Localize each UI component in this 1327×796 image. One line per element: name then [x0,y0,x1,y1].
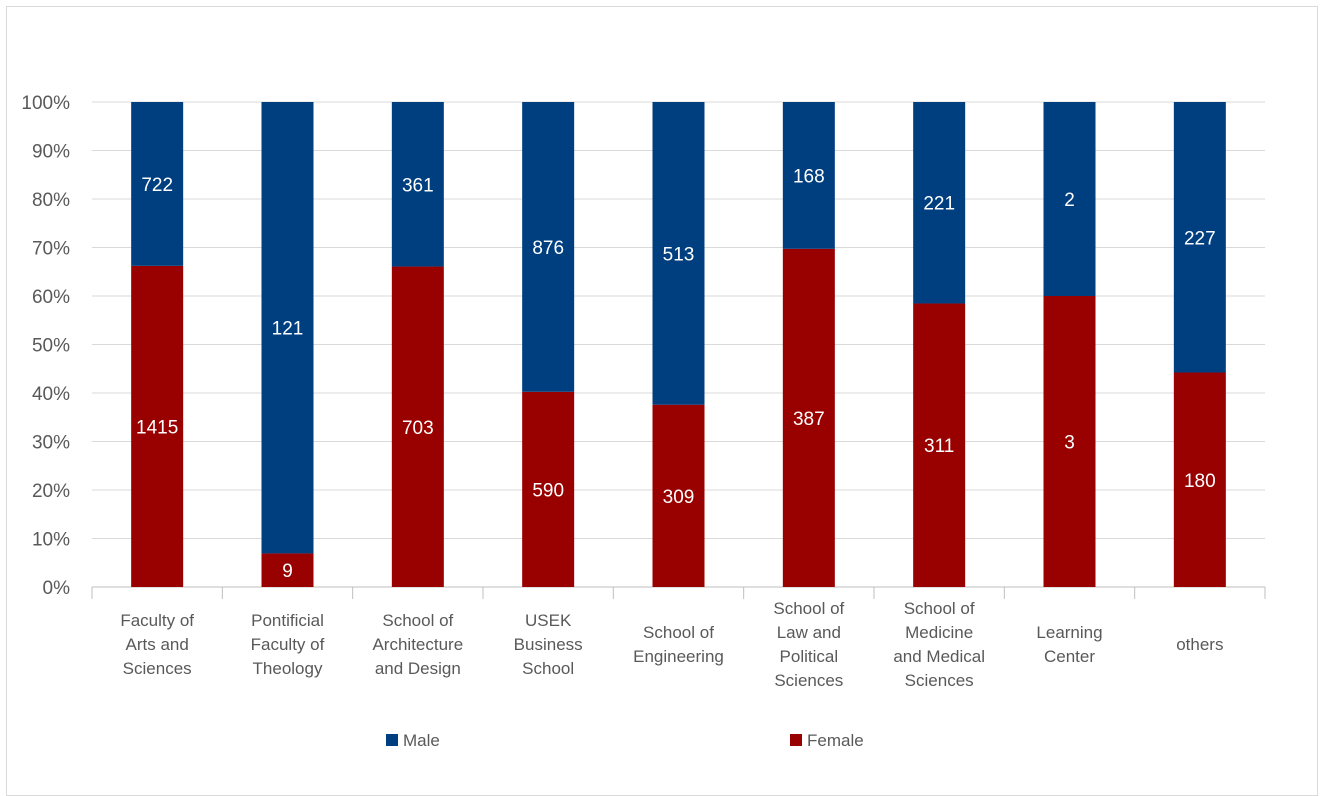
y-tick-label: 0% [43,578,71,599]
data-label-female: 590 [532,480,564,501]
bar-male [522,102,575,392]
data-label-female: 3 [1064,433,1075,454]
x-category-label: Pontificial Faculty of Theology [251,611,325,678]
y-tick-label: 30% [32,433,70,454]
x-category-label: School of Engineering [633,623,724,666]
bar-female [1043,296,1096,587]
bar-female [522,391,575,587]
bar-female [261,553,314,587]
x-category-label: USEK Business School [514,611,583,678]
bar-female [391,266,444,587]
data-label-male: 168 [793,166,825,187]
legend-label: Male [403,731,440,750]
x-category-label: Learning Center [1036,623,1102,666]
bar-female [652,404,705,587]
bar-female [1173,372,1226,587]
x-category-label: Faculty of Arts and Sciences [120,611,194,678]
y-tick-label: 90% [32,142,70,163]
data-label-female: 180 [1184,471,1216,492]
x-category-label: School of Architecture and Design [372,611,463,678]
data-label-male: 227 [1184,228,1216,249]
data-label-male: 722 [141,175,173,196]
data-label-male: 876 [532,238,564,259]
data-label-female: 9 [282,561,293,582]
bar-female [913,303,966,587]
bar-female [782,248,835,588]
bar-male [1173,102,1226,373]
bar-male [391,102,444,267]
data-label-female: 703 [402,418,434,439]
bar-male [261,102,314,554]
data-label-female: 311 [924,436,954,457]
y-tick-label: 20% [32,481,70,502]
legend-swatch [790,734,802,746]
x-category-label: School of Medicine and Medical Sciences [893,599,985,690]
bar-male [131,102,184,266]
data-label-male: 361 [402,175,434,196]
legend-swatch [386,734,398,746]
bar-male [913,102,966,304]
data-label-female: 1415 [136,417,178,438]
legend-label: Female [807,731,864,750]
x-category-label: others [1176,635,1223,654]
y-tick-label: 40% [32,384,70,405]
data-label-female: 309 [663,487,695,508]
y-tick-label: 50% [32,336,70,357]
y-tick-label: 70% [32,239,70,260]
data-label-male: 221 [923,194,955,215]
data-label-male: 121 [272,319,304,340]
data-label-male: 2 [1064,190,1075,211]
bar-male [652,102,705,405]
y-tick-label: 100% [21,93,70,114]
y-tick-label: 60% [32,287,70,308]
y-tick-label: 80% [32,190,70,211]
data-label-male: 513 [663,244,695,265]
y-tick-label: 10% [32,530,70,551]
bar-female [131,265,184,587]
x-category-label: School of Law and Political Sciences [773,599,844,690]
bar-male [782,102,835,249]
data-label-female: 387 [793,409,825,430]
bar-male [1043,102,1096,296]
